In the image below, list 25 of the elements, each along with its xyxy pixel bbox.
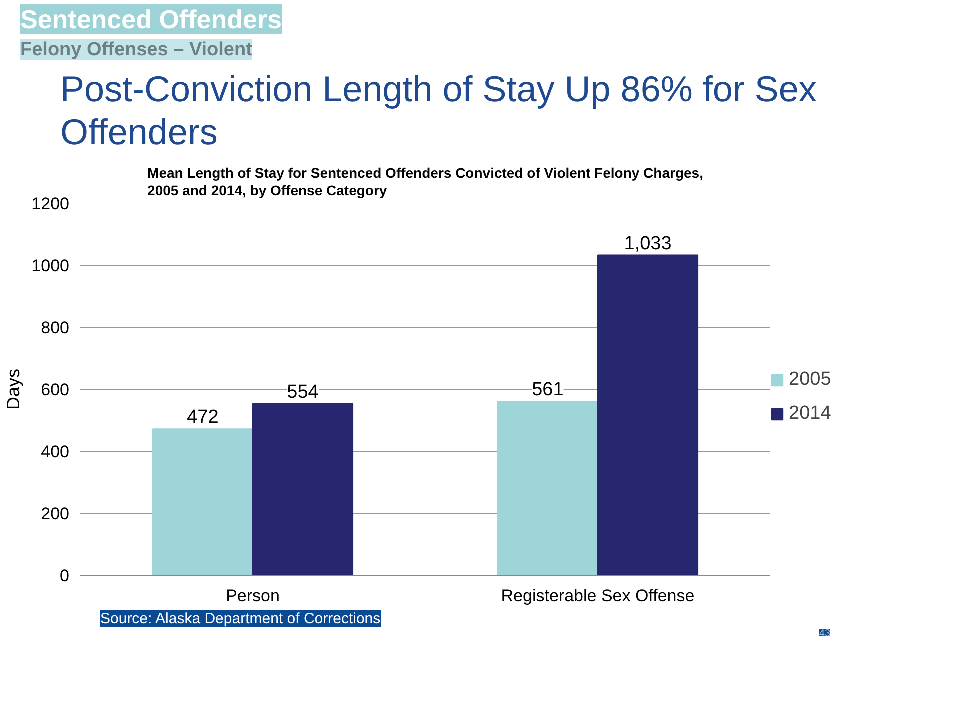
y-axis-title: Days	[4, 368, 24, 410]
chart-title: Post-Conviction Length of Stay Up 86% for Sex Offenders	[60, 68, 817, 152]
y-tick-label: 0	[60, 566, 70, 586]
y-tick-label: 800	[41, 318, 70, 338]
bar	[598, 254, 699, 576]
data-label: 561	[532, 380, 564, 401]
bar	[252, 403, 354, 576]
data-label: 472	[187, 407, 219, 428]
legend-label: 2014	[789, 403, 832, 425]
y-tick-label: 1200	[32, 194, 70, 214]
text: Felony Offenses – Violent	[20, 40, 254, 60]
text: Sentenced Offenders	[20, 4, 282, 34]
y-tick-label: 200	[41, 504, 70, 524]
data-label: 554	[287, 382, 320, 403]
y-tick-label: 600	[41, 380, 70, 400]
data-label: 1,033	[624, 233, 672, 254]
y-tick-label: 1000	[32, 256, 70, 276]
y-tick-label: 400	[41, 442, 70, 462]
x-tick-label: Person	[226, 586, 280, 606]
bar	[497, 401, 598, 576]
bar	[152, 428, 254, 576]
chart-subtitle: Mean Length of Stay for Sentenced Offenders Convicted of Violent Felony Charges, 2005 and 2014, by Offense Category	[148, 164, 704, 198]
legend-label: 2005	[789, 369, 832, 391]
source-note: Source: Alaska Department of Corrections	[100, 610, 381, 628]
x-tick-label: Registerable Sex Offense	[501, 586, 695, 606]
